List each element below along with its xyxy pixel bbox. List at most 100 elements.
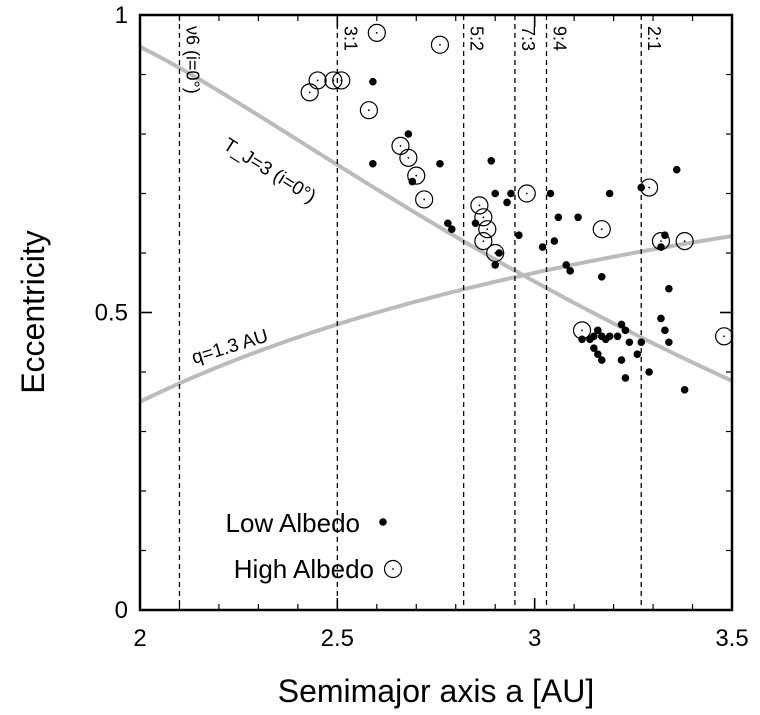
- high-albedo-point-center: [525, 192, 528, 195]
- high-albedo-point-center: [723, 335, 726, 338]
- low-albedo-point: [657, 314, 665, 323]
- resonance-label-4: 9:4: [550, 26, 570, 51]
- high-albedo-point-center: [600, 228, 603, 231]
- low-albedo-point: [495, 249, 503, 257]
- low-albedo-point: [369, 159, 377, 168]
- legend-marker-low-albedo: [379, 518, 387, 526]
- y-tick-label: 0: [115, 597, 128, 624]
- high-albedo-point-center: [415, 174, 418, 177]
- high-albedo-point: [640, 178, 659, 197]
- resonance-label-3: 7:3: [518, 26, 538, 51]
- axis-ticks: [139, 14, 733, 611]
- low-albedo-point: [665, 338, 673, 347]
- high-albedo-point-center: [482, 216, 485, 219]
- high-albedo-point: [651, 232, 671, 251]
- legend: Low Albedo High Albedo: [226, 508, 403, 584]
- low-albedo-point: [665, 284, 673, 293]
- high-albedo-point: [486, 243, 505, 263]
- reference-curves: [140, 45, 732, 404]
- low-albedo-point: [645, 368, 653, 376]
- low-albedo-point: [637, 183, 646, 192]
- low-albedo-point: [404, 130, 413, 138]
- low-albedo-point: [503, 198, 511, 207]
- high-albedo-point-center: [478, 204, 481, 207]
- low-albedo-point: [605, 332, 614, 341]
- high-albedo-point-center: [368, 109, 370, 112]
- high-albedo-point: [572, 321, 592, 340]
- low-albedo-point: [507, 189, 515, 198]
- high-albedo-point-center: [375, 31, 378, 34]
- low-albedo-point: [613, 332, 622, 341]
- high-albedo-point: [470, 196, 489, 215]
- x-axis-title: Semimajor axis a [AU]: [278, 673, 595, 709]
- high-albedo-point-center: [494, 252, 497, 254]
- low-albedo-point: [566, 267, 574, 275]
- resonance-label-0: ν6 (i=0°): [182, 26, 202, 94]
- low-albedo-point: [597, 273, 606, 281]
- x-tick-label: 2.5: [321, 625, 354, 652]
- low-albedo-point: [625, 338, 634, 347]
- low-albedo-point: [515, 231, 523, 239]
- high-albedo-point: [478, 220, 497, 239]
- low-albedo-point: [471, 219, 480, 228]
- low-albedo-point: [491, 261, 500, 269]
- low-albedo-point: [436, 159, 444, 168]
- high-albedo-point: [474, 208, 493, 227]
- resonance-lines: [178, 15, 642, 610]
- low-albedo-point: [594, 326, 602, 335]
- low-albedo-point: [550, 237, 559, 245]
- low-albedo-point: [621, 374, 630, 382]
- high-albedo-point: [517, 184, 536, 203]
- low-albedo-point: [590, 332, 598, 341]
- y-tick-label: 1: [115, 2, 128, 29]
- high-albedo-point-center: [407, 156, 410, 159]
- resonance-label-2: 5:2: [467, 26, 487, 51]
- high-albedo-point: [308, 71, 327, 90]
- resonance-label-5: 2:1: [644, 26, 664, 51]
- high-albedo-point-center: [486, 228, 489, 231]
- low-albedo-point: [562, 261, 571, 269]
- legend-marker-high-albedo: [383, 559, 403, 579]
- low-albedo-point: [444, 219, 452, 228]
- perihelion-curve: [140, 234, 732, 404]
- high-albedo-point-center: [316, 79, 319, 82]
- low-albedo-point: [617, 320, 626, 329]
- resonance-label-1: 3:1: [340, 26, 360, 51]
- low-albedo-point: [597, 356, 606, 364]
- low-albedo-point: [369, 77, 377, 86]
- high-albedo-point-center: [399, 145, 402, 147]
- high-albedo-point-center: [439, 43, 441, 46]
- high-albedo-point-center: [423, 198, 426, 201]
- high-albedo-point: [399, 148, 418, 167]
- low-albedo-point: [661, 326, 669, 335]
- low-albedo-point: [605, 189, 614, 198]
- high-albedo-point: [474, 232, 493, 251]
- low-albedo-point: [447, 225, 456, 233]
- high-albedo-point: [592, 220, 611, 239]
- tisserand-curve: [140, 45, 732, 383]
- low-albedo-point: [487, 156, 496, 165]
- low-albedo-point: [554, 213, 563, 222]
- high-albedo-point: [359, 101, 379, 120]
- low-albedo-point: [672, 165, 681, 174]
- low-albedo-point: [594, 350, 602, 358]
- y-tick-label: 0.5: [95, 300, 128, 327]
- x-tick-label: 3: [528, 625, 541, 652]
- low-albedo-point: [633, 350, 642, 358]
- x-tick-label: 3.5: [715, 625, 748, 652]
- high-albedo-point: [415, 190, 434, 209]
- high-albedo-point: [430, 35, 450, 54]
- high-albedo-point-center: [340, 79, 343, 82]
- high-albedo-point-center: [308, 91, 311, 94]
- low-albedo-point: [491, 189, 500, 198]
- low-albedo-point: [621, 326, 630, 335]
- x-tick-label: 2: [133, 625, 146, 652]
- low-albedo-point: [637, 338, 646, 347]
- high-albedo-point-center: [482, 240, 485, 243]
- high-albedo-point-center: [660, 240, 662, 243]
- legend-label-low-albedo: Low Albedo: [226, 508, 360, 538]
- legend-label-high-albedo: High Albedo: [234, 554, 374, 584]
- high-albedo-point: [407, 166, 426, 185]
